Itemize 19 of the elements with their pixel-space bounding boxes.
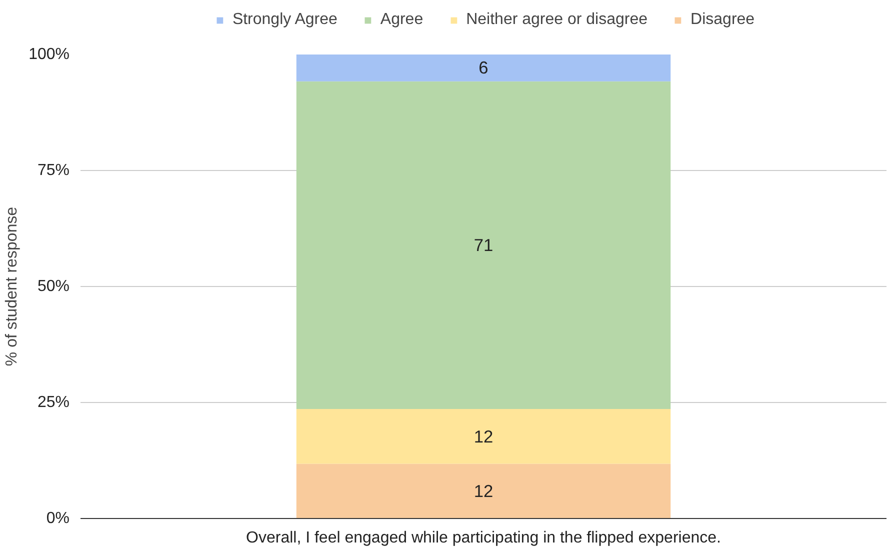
legend-label: Neither agree or disagree (466, 11, 648, 29)
legend-label: Agree (380, 11, 424, 29)
bar (296, 81, 671, 409)
bar (296, 54, 671, 82)
x-tick-label: Overall, I feel engaged while participating in the flipped experience. (246, 530, 721, 546)
bar (296, 408, 671, 464)
data-label: 6 (478, 58, 488, 78)
data-label: 71 (474, 235, 494, 256)
y-axis-title: % of student response (4, 206, 21, 366)
y-tick-label: 50% (37, 278, 70, 295)
y-tick-label: 0% (46, 510, 70, 527)
data-label: 12 (474, 426, 494, 446)
legend-label: Strongly Agree (232, 11, 338, 29)
y-tick-label: 100% (28, 46, 70, 63)
legend-label: Disagree (690, 11, 755, 29)
y-tick-label: 25% (37, 394, 70, 411)
bar (296, 464, 671, 518)
y-tick-label: 75% (37, 162, 70, 179)
data-label: 12 (474, 481, 494, 502)
